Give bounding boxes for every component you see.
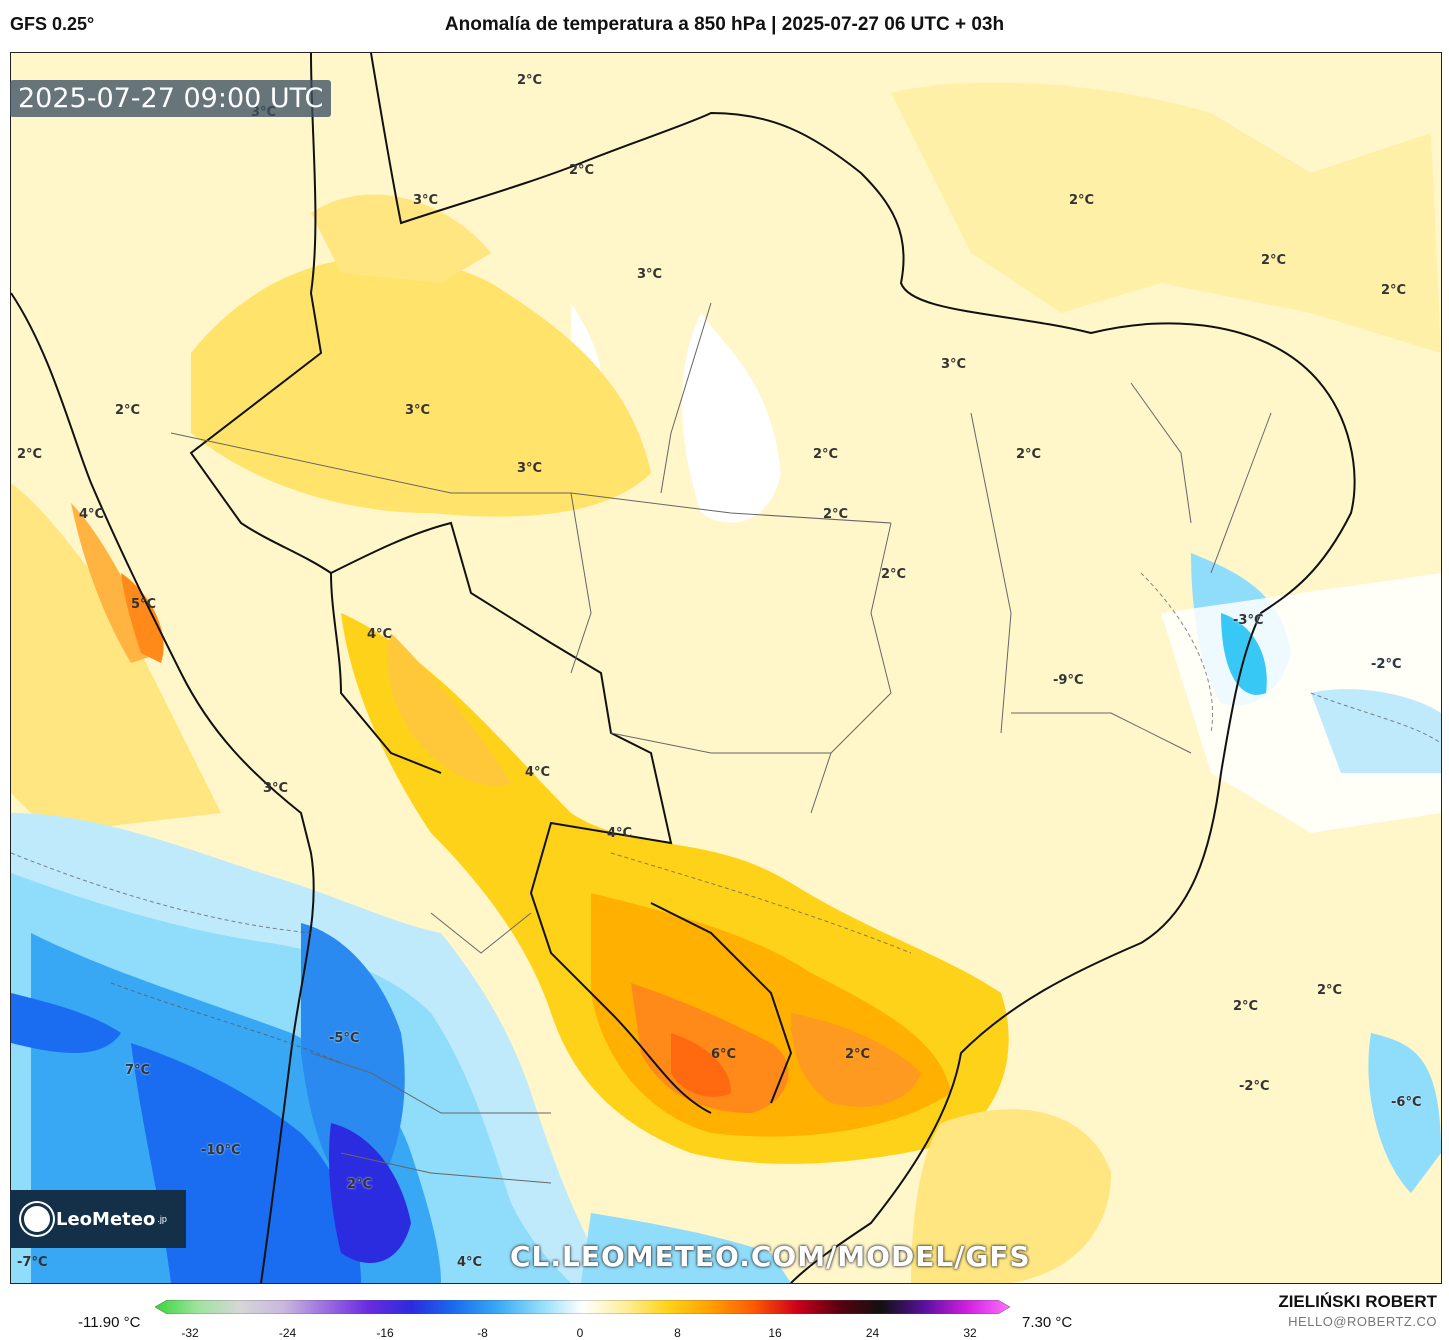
anomaly-label: 4°C [457, 1255, 483, 1270]
colorbar-min-label: -11.90 °C [78, 1314, 141, 1331]
logo-suffix: .jp [157, 1214, 167, 1224]
watermark-url: CL.LEOMETEO.COM/MODEL/GFS [510, 1240, 1031, 1273]
anomaly-label: 5°C [131, 597, 157, 612]
anomaly-label: 4°C [79, 507, 105, 522]
anomaly-label: 2°C [1016, 447, 1042, 462]
anomaly-label: 2°C [517, 73, 543, 88]
anomaly-label: 2°C [347, 1177, 373, 1192]
anomaly-label: 2°C [845, 1047, 871, 1062]
anomaly-label: 2°C [1381, 283, 1407, 298]
leometeo-logo[interactable]: LeoMeteo .jp [10, 1190, 186, 1248]
colorbar-tick: 16 [768, 1326, 782, 1340]
anomaly-label: 3°C [517, 461, 543, 476]
map-panel[interactable]: 2°C 3°C 2°C 3°C 3°C 2°C 2°C 2°C 3°C 2°C … [10, 52, 1442, 1284]
colorbar [155, 1300, 1010, 1314]
anomaly-label: 3°C [941, 357, 967, 372]
anomaly-label: -2°C [1371, 657, 1402, 672]
anomaly-label: 4°C [607, 826, 633, 841]
colorbar-tick: 0 [576, 1326, 584, 1340]
temperature-anomaly-field [11, 53, 1441, 1283]
colorbar-tick: -8 [477, 1326, 488, 1340]
colorbar-tick: -32 [181, 1326, 199, 1340]
anomaly-label: 2°C [17, 447, 43, 462]
anomaly-label: -7°C [17, 1255, 48, 1270]
anomaly-label: 2°C [1317, 983, 1343, 998]
colorbar-tick: -16 [376, 1326, 394, 1340]
valid-time-badge: 2025-07-27 09:00 UTC [10, 80, 332, 117]
colorbar-tick: 24 [865, 1326, 880, 1340]
anomaly-label: -6°C [1391, 1095, 1422, 1110]
anomaly-label: 2°C [813, 447, 839, 462]
anomaly-label: -5°C [329, 1031, 360, 1046]
logo-text: LeoMeteo [56, 1208, 156, 1230]
anomaly-label: -3°C [1233, 613, 1264, 628]
anomaly-label: 3°C [637, 267, 663, 282]
anomaly-label: 4°C [525, 765, 551, 780]
colorbar-tick: 32 [963, 1326, 977, 1340]
anomaly-label: 2°C [569, 163, 595, 178]
anomaly-label: 4°C [367, 627, 393, 642]
anomaly-label: 2°C [1233, 999, 1259, 1014]
anomaly-label: -10°C [201, 1143, 241, 1158]
anomaly-label: 2°C [115, 403, 141, 418]
anomaly-label: 6°C [711, 1047, 737, 1062]
chart-title: Anomalía de temperatura a 850 hPa | 2025… [444, 14, 1005, 35]
anomaly-label: -2°C [1239, 1079, 1270, 1094]
anomaly-label: -9°C [1053, 673, 1084, 688]
colorbar-max-label: 7.30 °C [1022, 1314, 1073, 1331]
model-name: GFS 0.25° [10, 14, 95, 34]
anomaly-label: 2°C [1261, 253, 1287, 268]
anomaly-label: 3°C [263, 781, 289, 796]
anomaly-label: 2°C [881, 567, 907, 582]
colorbar-tick: 8 [674, 1326, 681, 1340]
sun-icon [24, 1206, 50, 1232]
colorbar-tick: -24 [278, 1326, 297, 1340]
anomaly-label: 3°C [413, 193, 439, 208]
anomaly-label: 7°C [125, 1063, 151, 1078]
author-name: ZIELIŃSKI ROBERT [1278, 1292, 1437, 1311]
author-email[interactable]: HELLO@ROBERTZ.CO [1288, 1314, 1437, 1329]
anomaly-label: 3°C [405, 403, 431, 418]
anomaly-label: 2°C [1069, 193, 1095, 208]
anomaly-label: 2°C [823, 507, 849, 522]
